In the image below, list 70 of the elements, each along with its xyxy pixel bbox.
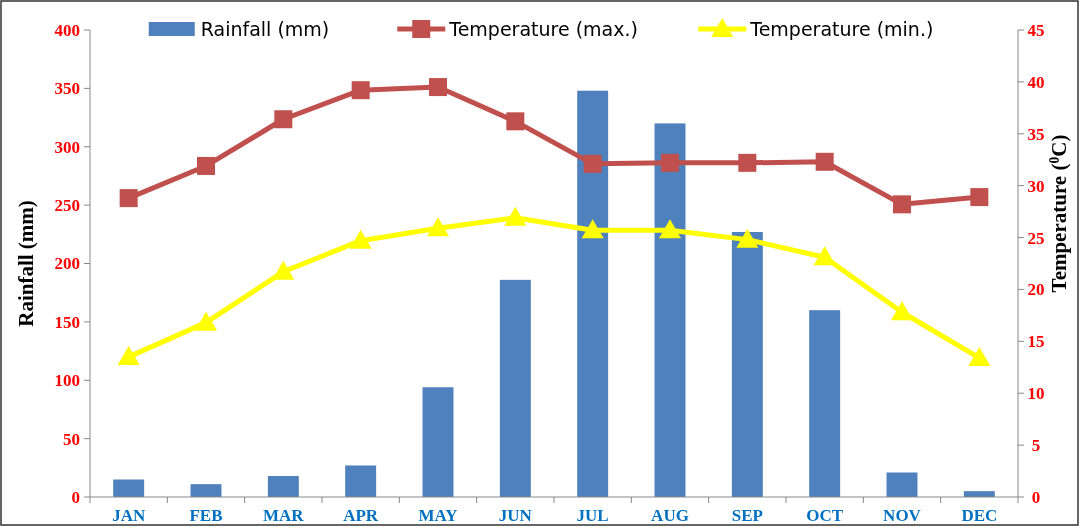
y-tick-label: 150 <box>54 312 80 332</box>
x-tick-label: MAY <box>418 506 458 525</box>
point <box>815 152 834 171</box>
bar <box>577 90 609 497</box>
point <box>968 346 991 366</box>
point <box>661 153 679 172</box>
y2-tick-label: 25 <box>1027 228 1045 248</box>
point <box>891 301 913 321</box>
point <box>274 110 293 129</box>
y-tick-label: 400 <box>54 20 80 40</box>
y2-tick-label: 20 <box>1027 280 1045 300</box>
point <box>736 228 759 248</box>
x-tick-label: FEB <box>189 506 223 525</box>
y2-tick-label: 5 <box>1031 436 1041 456</box>
point <box>893 195 911 214</box>
point <box>581 219 604 239</box>
y2-tick-label: 35 <box>1027 124 1045 144</box>
point <box>429 78 447 97</box>
bar <box>809 310 841 497</box>
bar <box>267 475 299 497</box>
point <box>583 154 602 173</box>
x-tick-label: MAR <box>263 506 305 525</box>
bar <box>190 484 222 497</box>
point <box>970 188 989 207</box>
x-tick-label: NOV <box>883 506 922 525</box>
y-tick-label: 0 <box>71 487 80 507</box>
x-tick-label: SEP <box>731 506 763 525</box>
bar <box>113 479 145 497</box>
y2-tick-label: 45 <box>1027 20 1045 40</box>
point <box>738 153 757 172</box>
x-tick-label: JUN <box>498 506 533 525</box>
y2-tick-label: 0 <box>1031 487 1041 507</box>
y-tick-label: 300 <box>54 137 80 157</box>
x-tick-label: APR <box>343 506 379 525</box>
point <box>813 246 836 266</box>
x-tick-label: OCT <box>806 506 844 525</box>
y2-tick-label: 40 <box>1027 72 1045 92</box>
y-tick-label: 350 <box>54 79 80 99</box>
bar <box>731 231 763 497</box>
point <box>349 229 372 249</box>
y-tick-label: 200 <box>54 254 80 274</box>
y-tick-label: 250 <box>54 196 80 216</box>
point <box>351 81 370 100</box>
x-tick-label: AUG <box>651 506 689 525</box>
legend-label: Temperature (max.) <box>448 17 638 40</box>
legend-label: Rainfall (mm) <box>200 17 330 40</box>
point <box>427 217 449 237</box>
bar <box>654 123 686 497</box>
point <box>119 189 138 208</box>
point <box>197 156 215 175</box>
y2-tick-label: 15 <box>1027 332 1045 352</box>
bar <box>345 465 377 497</box>
point <box>272 260 295 280</box>
point <box>117 345 140 365</box>
x-tick-label: DEC <box>961 506 998 525</box>
point <box>195 311 217 331</box>
point <box>659 219 681 239</box>
x-tick-label: JAN <box>112 506 146 525</box>
y-tick-label: 50 <box>63 429 80 449</box>
y-tick-label: 100 <box>54 371 80 391</box>
legend-label: Temperature (min.) <box>749 17 934 40</box>
point <box>506 112 525 131</box>
bar <box>886 472 918 497</box>
bar <box>422 387 454 497</box>
y2-tick-label: 30 <box>1027 176 1045 196</box>
y-axis-title: Rainfall (mm) <box>14 200 38 327</box>
point <box>504 206 527 226</box>
y2-tick-label: 10 <box>1027 384 1045 404</box>
x-tick-label: JUL <box>576 506 609 525</box>
bar <box>499 279 531 497</box>
